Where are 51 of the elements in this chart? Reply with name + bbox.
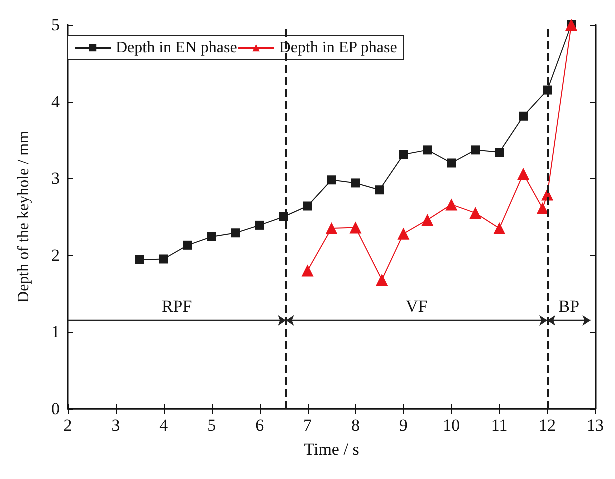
annotation: BP: [558, 297, 580, 316]
point: [399, 150, 408, 160]
x-tick-label: 11: [491, 416, 508, 435]
x-tick-label: 3: [112, 416, 120, 435]
point: [423, 146, 432, 155]
annotation: VF: [406, 297, 428, 316]
point: [231, 228, 240, 238]
point: [470, 207, 482, 220]
y-tick-label: 3: [52, 169, 60, 188]
x-tick-label: 6: [256, 416, 264, 435]
y-tick-label: 5: [52, 16, 60, 34]
point: [447, 158, 456, 168]
legend-label: Depth in EP phase: [279, 40, 398, 56]
point: [350, 222, 362, 234]
y-tick-label: 4: [52, 92, 60, 112]
point: [135, 256, 144, 265]
point: [255, 220, 264, 230]
y-tick-label: 1: [52, 322, 60, 342]
point: [183, 240, 192, 250]
annotation: RPF: [162, 297, 192, 316]
x-tick-label: 10: [443, 416, 460, 435]
point: [207, 232, 216, 242]
y-tick-label: 0: [52, 400, 60, 418]
x-tick-label: 7: [304, 416, 313, 435]
x-tick-label: 8: [351, 416, 360, 435]
x-tick-label: 4: [160, 416, 169, 435]
point: [326, 222, 338, 235]
x-tick-label: 12: [539, 416, 556, 435]
point: [471, 146, 480, 155]
x-tick-label: 13: [587, 416, 604, 435]
point: [303, 202, 312, 211]
point: [446, 198, 458, 211]
x-axis-title: Time / s: [304, 440, 360, 459]
point: [422, 214, 434, 226]
point: [495, 148, 504, 157]
point: [351, 178, 360, 188]
x-tick-label: 9: [399, 416, 408, 435]
point: [398, 228, 410, 240]
x-tick-label: 2: [64, 416, 72, 435]
point: [159, 254, 168, 264]
legend-label: Depth in EN phase: [116, 40, 238, 56]
x-tick-label: 5: [208, 416, 216, 435]
point: [376, 274, 388, 286]
y-axis-title: Depth of the keyhole / mm: [16, 130, 32, 303]
point: [375, 186, 384, 195]
y-tick-label: 2: [52, 246, 60, 265]
point: [518, 168, 530, 180]
point: [494, 222, 506, 235]
point: [327, 176, 336, 185]
point: [302, 264, 314, 277]
point: [519, 112, 528, 121]
